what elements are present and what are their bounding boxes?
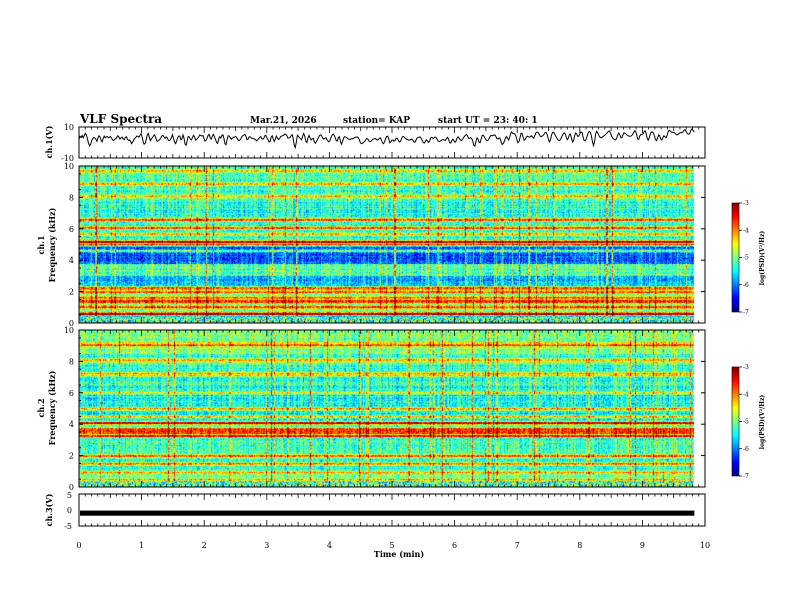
x-tick-label: 8 bbox=[577, 541, 582, 550]
ch2-colorbar-gradient bbox=[731, 366, 740, 477]
ch3-waveform-band bbox=[80, 510, 695, 516]
ch3-waveform-panel: 5 0 -5 ch.3(V) bbox=[44, 491, 706, 531]
ch2-colorbar: -3 -4 -5 -6 -7 log(PSD)(V²/Hz) bbox=[731, 364, 766, 480]
x-tick-label: 6 bbox=[452, 541, 457, 550]
ch1-colorbar-label: log(PSD)(V²/Hz) bbox=[759, 231, 766, 286]
x-tick-label: 4 bbox=[327, 541, 332, 550]
x-tick-label: 1 bbox=[139, 541, 144, 550]
ch2-spectrogram-panel: 0 2 4 6 8 10 ch.2 Frequency (kHz) bbox=[36, 326, 706, 492]
ch2-colorbar-ticks: -3 -4 -5 -6 -7 bbox=[739, 364, 749, 480]
ch3-ylabel: ch.3(V) bbox=[44, 493, 54, 526]
ch2-colorbar-tick-label: -5 bbox=[743, 419, 749, 426]
ch1-colorbar-gradient bbox=[731, 202, 740, 313]
ch1-spectrogram-yticks: 0 2 4 6 8 10 bbox=[64, 162, 705, 328]
ch2-colorbar-tick-label: -7 bbox=[743, 473, 749, 480]
ch2-colorbar-tick-label: -3 bbox=[743, 364, 749, 371]
ch2-spectrogram-image bbox=[79, 330, 705, 487]
ch2-spectrogram-ytick-label: 4 bbox=[69, 420, 74, 429]
ch2-spectrogram-ytick-label: 8 bbox=[69, 357, 74, 366]
ch2-spectrogram-ylabel-frequency: Frequency (kHz) bbox=[47, 370, 57, 445]
ch1-spectrogram-ytick-label: 8 bbox=[69, 193, 74, 202]
ch1-spectrogram-panel: 0 2 4 6 8 10 ch.1 Frequency (kHz) bbox=[36, 162, 706, 328]
header-station: station= KAP bbox=[343, 116, 410, 126]
x-tick-label: 0 bbox=[76, 541, 81, 550]
figure-title: VLF Spectra bbox=[79, 112, 162, 126]
ch2-spectrogram-yticks: 0 2 4 6 8 10 bbox=[64, 326, 705, 492]
ch1-colorbar-tick-label: -5 bbox=[743, 255, 749, 262]
ch1-spectrogram-image bbox=[79, 166, 705, 323]
ch3-ytick-bottom: -5 bbox=[64, 522, 72, 531]
ch2-spectrogram-ytick-label: 6 bbox=[69, 389, 74, 398]
ch2-colorbar-tick-label: -4 bbox=[743, 391, 749, 398]
ch1-colorbar-tick-label: -7 bbox=[743, 309, 749, 316]
ch1-spectrogram-ytick-label: 2 bbox=[69, 288, 74, 297]
ch1-spectrogram-ytick-label: 6 bbox=[69, 225, 74, 234]
ch2-spectrogram-ytick-label: 0 bbox=[69, 483, 74, 492]
ch1-spectrogram-ytick-label: 10 bbox=[64, 162, 74, 171]
x-tick-label: 7 bbox=[515, 541, 520, 550]
ch1-colorbar: -3 -4 -5 -6 -7 log(PSD)(V²/Hz) bbox=[731, 200, 766, 316]
header-date: Mar.21, 2026 bbox=[250, 116, 317, 126]
ch1-spectrogram-ytick-label: 0 bbox=[69, 319, 74, 328]
ch2-colorbar-tick-label: -6 bbox=[743, 446, 749, 453]
x-tick-label: 5 bbox=[389, 541, 394, 550]
ch2-spectrogram-ytick-label: 2 bbox=[69, 452, 74, 461]
ch1-waveform-panel: 10 -10 ch.1(V) bbox=[44, 123, 706, 163]
ch3-ytick-mid: 0 bbox=[67, 506, 72, 515]
x-tick-label: 3 bbox=[264, 541, 269, 550]
ch1-spectrogram-canvas bbox=[79, 166, 705, 323]
x-tick-labels: 0 1 2 3 4 5 6 7 8 9 10 bbox=[76, 541, 710, 550]
ch1-colorbar-tick-label: -6 bbox=[743, 282, 749, 289]
ch1-spectrogram-ylabel-frequency: Frequency (kHz) bbox=[47, 207, 57, 282]
ch1-ytick-top: 10 bbox=[64, 123, 74, 132]
x-axis-label: Time (min) bbox=[374, 549, 424, 559]
ch3-ytick-top: 5 bbox=[67, 491, 72, 500]
ch1-ytick-bottom: -10 bbox=[61, 154, 74, 163]
x-tick-label: 2 bbox=[202, 541, 207, 550]
ch1-colorbar-ticks: -3 -4 -5 -6 -7 bbox=[739, 200, 749, 316]
ch1-waveform-line bbox=[78, 127, 695, 150]
ch1-colorbar-tick-label: -4 bbox=[743, 227, 749, 234]
ch1-ylabel: ch.1(V) bbox=[44, 125, 54, 158]
x-tick-label: 10 bbox=[700, 541, 710, 550]
ch1-spectrogram-ylabel-channel: ch.1 bbox=[36, 235, 46, 254]
x-ticks bbox=[78, 127, 706, 526]
ch2-spectrogram-ylabel-channel: ch.2 bbox=[36, 398, 46, 417]
ch1-spectrogram-ytick-label: 4 bbox=[69, 256, 74, 265]
ch2-spectrogram-canvas bbox=[79, 330, 705, 487]
ch2-spectrogram-ytick-label: 10 bbox=[64, 326, 74, 335]
ch2-colorbar-label: log(PSD)(V²/Hz) bbox=[759, 395, 766, 450]
header-start-ut: start UT = 23: 40: 1 bbox=[438, 116, 538, 126]
ch1-colorbar-tick-label: -3 bbox=[743, 200, 749, 207]
x-tick-label: 9 bbox=[640, 541, 645, 550]
